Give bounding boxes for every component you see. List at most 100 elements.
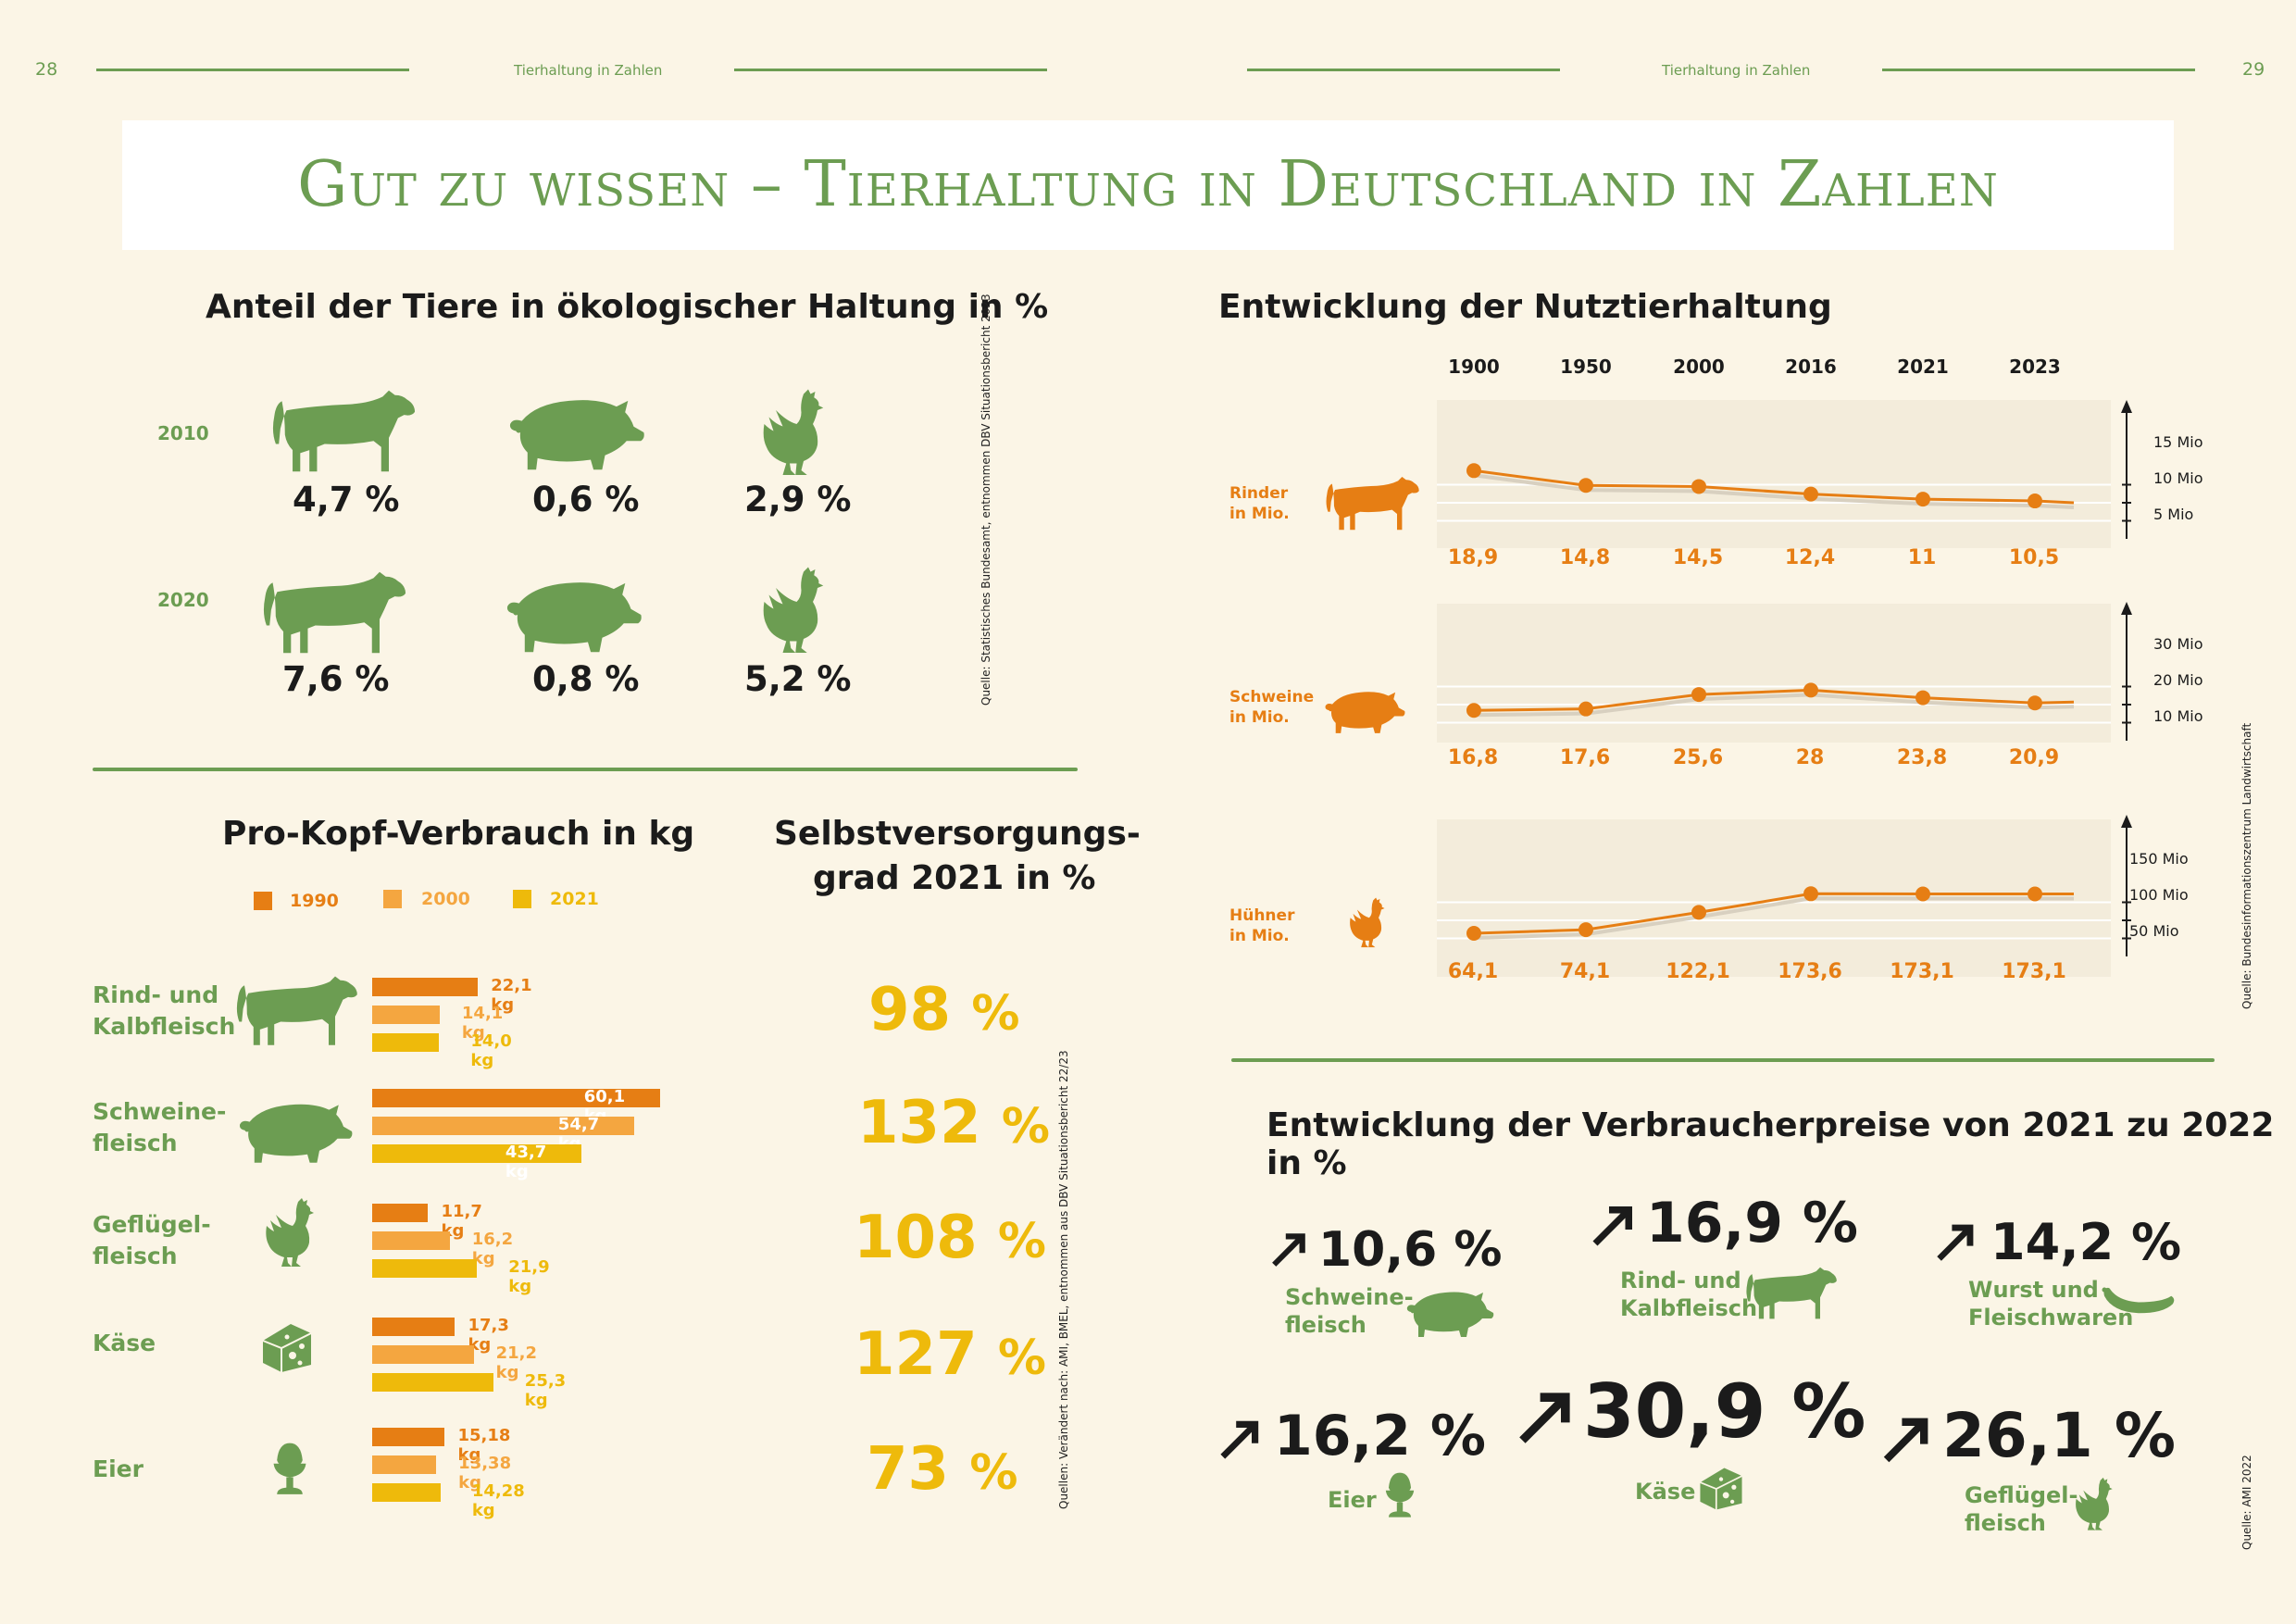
arrow-up-right-icon bbox=[1881, 1413, 1933, 1465]
value-label: 14,8 bbox=[1559, 546, 1611, 569]
value-label: 74,1 bbox=[1559, 960, 1611, 983]
data-point bbox=[1915, 492, 1930, 507]
data-point bbox=[1466, 703, 1481, 718]
year-label: 2016 bbox=[1785, 356, 1837, 378]
year-label: 2021 bbox=[1897, 356, 1949, 378]
data-point bbox=[1915, 690, 1930, 706]
page-title: Gut zu wissen – Tierhaltung in Deutschla… bbox=[297, 148, 1999, 221]
bar-value-label: 43,7 kg bbox=[505, 1143, 547, 1181]
section-divider bbox=[93, 768, 1078, 771]
axis-tick-label: 10 Mio bbox=[2153, 469, 2203, 487]
organic-chicken-2010: 2,9 % bbox=[744, 480, 852, 519]
livestock-source-wrap: Quelle: Bundesinformationszentrum Landwi… bbox=[2240, 723, 2296, 1037]
header-rule bbox=[734, 69, 1047, 71]
axis-tick-label: 50 Mio bbox=[2129, 922, 2179, 940]
organic-pig-2020: 0,8 % bbox=[532, 659, 640, 699]
header-rule bbox=[96, 69, 409, 71]
sausage-icon bbox=[2100, 1280, 2177, 1320]
price-label-sausage: Wurst und Fleischwaren bbox=[1968, 1277, 2134, 1330]
header-rule bbox=[1882, 69, 2195, 71]
legend-2021: 2021 bbox=[550, 889, 599, 909]
consumption-bar bbox=[372, 1231, 450, 1250]
chicken-icon bbox=[2072, 1476, 2115, 1533]
consumption-bar bbox=[372, 1089, 660, 1107]
bar-value-label: 25,3 kg bbox=[524, 1371, 567, 1410]
consumption-bar bbox=[372, 1373, 493, 1392]
axis-arrow bbox=[2121, 815, 2132, 828]
price-sausage: 14,2 % bbox=[1990, 1213, 2182, 1271]
data-point bbox=[1691, 687, 1706, 703]
organic-cattle-2010: 4,7 % bbox=[293, 480, 400, 519]
year-label: 1900 bbox=[1448, 356, 1500, 378]
data-point bbox=[1578, 701, 1593, 717]
category-label: Rind- und Kalbfleisch bbox=[93, 981, 236, 1040]
category-label: Eier bbox=[93, 1455, 144, 1482]
self-sufficiency-poultry: 108 % bbox=[854, 1204, 1046, 1272]
pig-chart-bg bbox=[1437, 604, 2111, 743]
arrow-up-right-icon bbox=[1516, 1387, 1576, 1446]
livestock-heading: Entwicklung der Nutztierhaltung bbox=[1218, 288, 1832, 326]
chicken-icon bbox=[1346, 896, 1387, 950]
bar-value-label: 17,3 kg bbox=[468, 1316, 509, 1355]
value-label: 17,6 bbox=[1559, 746, 1611, 769]
price-cheese: 30,9 % bbox=[1583, 1368, 1866, 1455]
left-section-title: Tierhaltung in Zahlen bbox=[514, 62, 663, 79]
cattle-icon bbox=[1322, 468, 1422, 535]
axis-tick-label: 30 Mio bbox=[2153, 635, 2203, 653]
data-point bbox=[2028, 886, 2042, 902]
series-line bbox=[1473, 688, 2075, 712]
legend-swatch-2021 bbox=[513, 890, 531, 908]
data-point bbox=[1578, 922, 1593, 938]
year-2020-label: 2020 bbox=[157, 589, 209, 611]
cattle-chart-bg bbox=[1437, 400, 2111, 548]
prices-source: Quelle: AMI 2022 bbox=[2240, 1455, 2253, 1550]
value-label: 12,4 bbox=[1784, 546, 1836, 569]
data-point bbox=[1915, 886, 1930, 902]
pig-icon bbox=[1404, 1285, 1496, 1341]
axis-tick-label: 10 Mio bbox=[2153, 707, 2203, 725]
value-label: 28 bbox=[1795, 746, 1825, 769]
series-label-pig: Schweine in Mio. bbox=[1229, 688, 1315, 727]
value-label: 14,5 bbox=[1672, 546, 1724, 569]
data-point bbox=[2028, 493, 2042, 509]
consumption-bar bbox=[372, 1318, 455, 1336]
title-box bbox=[122, 120, 2174, 250]
data-point bbox=[1803, 486, 1818, 502]
data-point bbox=[1466, 463, 1481, 479]
price-label-beef: Rind- und Kalbfleisch bbox=[1620, 1268, 1758, 1321]
value-label: 25,6 bbox=[1672, 746, 1724, 769]
consumption-bar bbox=[372, 1033, 440, 1052]
cattle-icon bbox=[1742, 1259, 1840, 1324]
consumption-bar bbox=[372, 978, 479, 996]
livestock-source: Quelle: Bundesinformationszentrum Landwi… bbox=[2240, 722, 2253, 1009]
data-point bbox=[1691, 479, 1706, 494]
year-label: 2000 bbox=[1673, 356, 1725, 378]
self-sufficiency-heading-2: grad 2021 in % bbox=[813, 859, 1096, 897]
consumption-bar bbox=[372, 1006, 440, 1024]
data-point bbox=[1578, 478, 1593, 493]
arrow-up-right-icon bbox=[1935, 1220, 1978, 1263]
price-pork: 10,6 % bbox=[1318, 1222, 1503, 1278]
consumption-bar bbox=[372, 1117, 634, 1135]
price-label-pork: Schweine-fleisch bbox=[1285, 1284, 1414, 1338]
axis-arrow bbox=[2121, 602, 2132, 615]
arrow-up-right-icon bbox=[1591, 1202, 1637, 1248]
cheese-icon bbox=[1694, 1465, 1748, 1513]
value-label: 20,9 bbox=[2008, 746, 2060, 769]
data-point bbox=[1803, 682, 1818, 698]
line-shadow bbox=[1473, 896, 2074, 940]
value-label: 16,8 bbox=[1447, 746, 1499, 769]
consumption-bar bbox=[372, 1428, 445, 1446]
right-page-number: 29 bbox=[2242, 59, 2265, 80]
prices-source-wrap: Quelle: AMI 2022 bbox=[2240, 1455, 2296, 1578]
consumption-bar bbox=[372, 1204, 429, 1222]
organic-pig-2010: 0,6 % bbox=[532, 480, 640, 519]
self-sufficiency-eggs: 73 % bbox=[867, 1435, 1018, 1504]
legend-2000: 2000 bbox=[421, 889, 470, 909]
category-label: Käse bbox=[93, 1330, 156, 1356]
consumption-bar bbox=[372, 1259, 478, 1278]
bar-value-label: 16,2 kg bbox=[471, 1230, 514, 1268]
category-label: Geflügel-fleisch bbox=[93, 1211, 211, 1269]
right-section-title: Tierhaltung in Zahlen bbox=[1662, 62, 1811, 79]
egg-icon bbox=[1381, 1470, 1418, 1524]
